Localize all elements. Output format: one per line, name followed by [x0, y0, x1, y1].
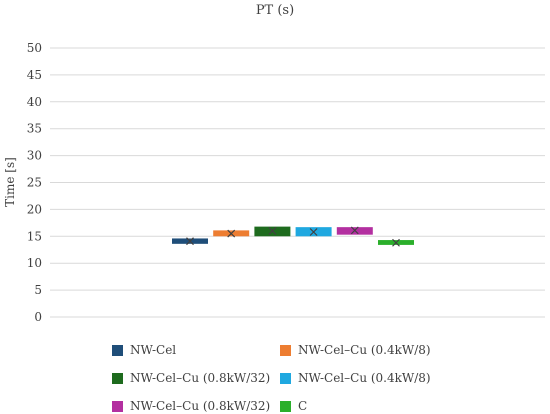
y-tick-label: 50	[27, 41, 42, 55]
legend-swatch	[112, 372, 123, 384]
gridlines	[50, 47, 545, 318]
mean-marker	[309, 228, 318, 236]
y-tick-label: 40	[27, 95, 42, 109]
legend-swatch	[112, 344, 123, 356]
legend-swatch	[280, 372, 291, 384]
legend-label: C	[298, 399, 308, 413]
legend-label: NW-Cel–Cu (0.8kW/32)	[130, 399, 271, 413]
y-tick-label: 20	[27, 202, 42, 216]
y-tick-label: 30	[27, 149, 42, 163]
legend-swatch	[112, 400, 123, 412]
box-6	[378, 238, 414, 247]
y-tick-label: 0	[34, 310, 42, 324]
box-5	[336, 226, 373, 235]
legend-swatch	[280, 344, 291, 356]
legend-item: NW-Cel–Cu (0.8kW/32)	[112, 371, 270, 385]
mean-marker	[227, 229, 236, 238]
legend-item: C	[280, 399, 307, 413]
legend-item: NW-Cel–Cu (0.8kW/32)	[112, 399, 270, 413]
mean-marker	[392, 238, 400, 247]
mean-marker	[186, 237, 194, 246]
legend-label: NW-Cel	[130, 343, 177, 357]
box-2	[213, 229, 250, 238]
legend-label: NW-Cel–Cu (0.4kW/8)	[298, 371, 431, 385]
legend-swatch	[280, 400, 291, 412]
y-tick-label: 5	[34, 283, 42, 297]
legend-item: NW-Cel–Cu (0.4kW/8)	[280, 343, 431, 357]
box-3	[254, 226, 291, 237]
legend-item: NW-Cel	[112, 343, 176, 357]
y-tick-label: 10	[27, 256, 42, 270]
y-axis-label: Time [s]	[3, 157, 17, 207]
y-tick-label: 35	[27, 122, 42, 136]
y-tick-label: 25	[27, 176, 42, 190]
box-4	[295, 227, 332, 237]
legend-label: NW-Cel–Cu (0.8kW/32)	[130, 371, 271, 385]
y-tick-labels: 0 5 10 15 20 25 30 35 40 45 50	[27, 41, 42, 324]
box-series	[172, 226, 414, 247]
mean-marker	[350, 226, 359, 235]
legend-label: NW-Cel–Cu (0.4kW/8)	[298, 343, 431, 357]
mean-marker	[268, 226, 277, 235]
box-1	[172, 237, 208, 246]
y-tick-label: 15	[27, 229, 42, 243]
chart-title: PT (s)	[256, 3, 294, 18]
legend-item: NW-Cel–Cu (0.4kW/8)	[280, 371, 431, 385]
y-tick-label: 45	[27, 68, 42, 82]
